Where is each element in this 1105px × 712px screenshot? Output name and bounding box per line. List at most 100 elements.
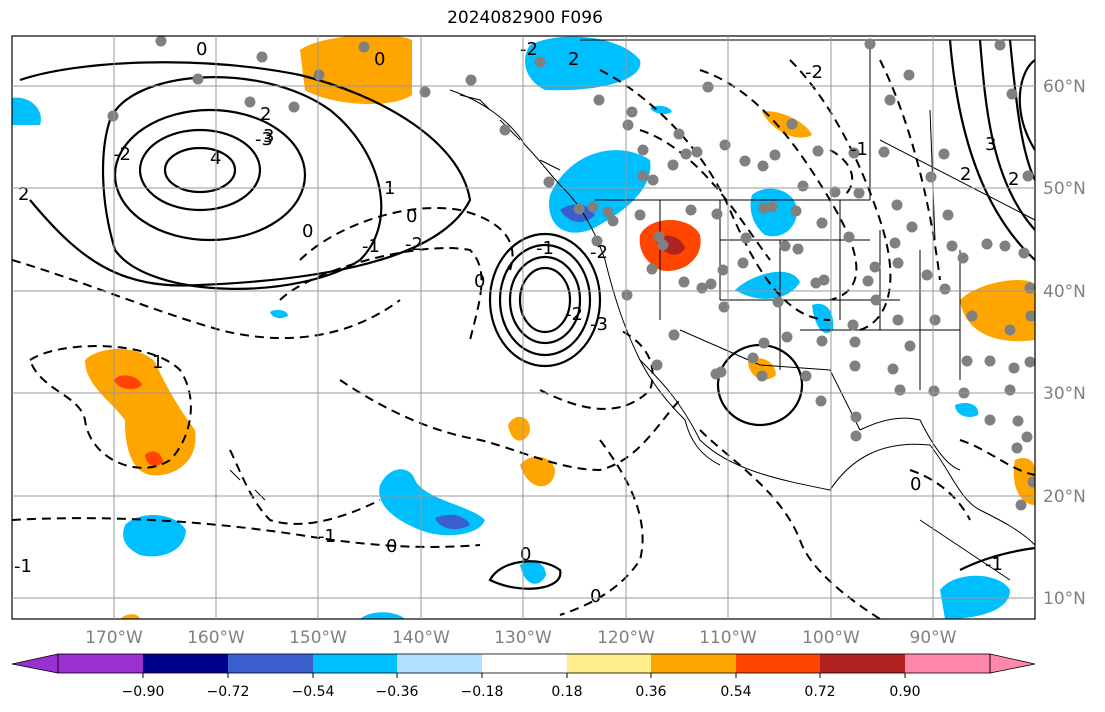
station-dot	[928, 385, 940, 397]
anomaly-patch	[12, 97, 41, 125]
anomaly-patch	[435, 514, 470, 530]
colorbar-bin	[313, 654, 397, 673]
colorbar: −0.90 −0.72 −0.54 −0.36 −0.18 0.18 0.36 …	[11, 653, 1036, 700]
lat-label: 60°N	[1043, 77, 1086, 97]
station-dot	[717, 264, 729, 276]
station-dot	[757, 160, 769, 172]
contour-line	[559, 439, 644, 616]
colorbar-bin	[905, 654, 990, 673]
lon-label: 90°W	[910, 628, 957, 648]
contour-label: 0	[302, 221, 313, 242]
contour-line	[101, 76, 383, 290]
station-dot	[1025, 310, 1035, 322]
station-dot	[790, 205, 802, 217]
lon-label: 110°W	[699, 628, 757, 648]
station-dot	[815, 395, 827, 407]
contour-line	[959, 546, 1035, 571]
station-dot	[994, 39, 1006, 51]
lon-label: 160°W	[187, 628, 245, 648]
station-dot	[591, 235, 603, 247]
station-dot	[816, 217, 828, 229]
contour-line	[138, 128, 262, 212]
station-dot	[702, 81, 714, 93]
contour-label: 0	[406, 206, 417, 227]
lon-label: 140°W	[392, 628, 450, 648]
station-dot	[999, 240, 1011, 252]
colorbar-label: 0.18	[551, 684, 582, 700]
station-dot	[847, 319, 859, 331]
station-dot	[1006, 88, 1018, 100]
lat-label: 10°N	[1043, 589, 1086, 609]
contour-label: 0	[474, 271, 485, 292]
colorbar-bin	[228, 654, 313, 673]
station-dot	[984, 414, 996, 426]
contour-line	[299, 207, 514, 271]
gridlines	[12, 36, 1035, 619]
station-dot	[1024, 282, 1035, 294]
station-dot	[573, 203, 585, 215]
contour-line	[829, 149, 854, 196]
anomaly-patch	[85, 348, 196, 476]
colorbar-extend-max	[989, 653, 1036, 674]
station-dot	[848, 147, 860, 159]
station-dot	[1012, 415, 1024, 427]
station-dot	[647, 174, 659, 186]
station-dot	[966, 310, 978, 322]
contour-line	[959, 439, 1035, 476]
station-dot	[685, 204, 697, 216]
station-dot	[766, 201, 778, 213]
station-dot	[646, 263, 658, 275]
contour-line	[488, 232, 602, 368]
station-dot	[904, 340, 916, 352]
station-dot	[691, 146, 703, 158]
station-dot	[889, 237, 901, 249]
colorbar-label: −0.18	[461, 684, 504, 700]
station-dot	[942, 209, 954, 221]
contour-label: 2	[1008, 169, 1019, 190]
colorbar-bin	[143, 654, 228, 673]
contour-label: 0	[386, 536, 397, 557]
station-dot	[957, 252, 969, 264]
station-dot	[878, 146, 890, 158]
lat-label: 20°N	[1043, 487, 1086, 507]
station-dot	[1008, 362, 1020, 374]
coastline	[859, 417, 961, 471]
contour-label: -2	[113, 144, 131, 165]
station-dot	[593, 94, 605, 106]
colorbar-bin	[736, 654, 820, 673]
lon-label: 120°W	[597, 628, 655, 648]
anomaly-patch	[114, 375, 142, 390]
station-dot	[256, 51, 268, 63]
colorbar-outline	[57, 653, 991, 674]
station-dot	[534, 56, 546, 68]
station-dot	[192, 73, 204, 85]
station-dot	[843, 231, 855, 243]
contour-line	[599, 69, 831, 321]
longitude-labels: 170°W 160°W 150°W 140°W 130°W 120°W 110°…	[85, 628, 957, 648]
colorbar-label: 0.36	[635, 684, 666, 700]
anomaly-patch	[955, 403, 979, 417]
contour-line	[508, 255, 582, 345]
station-dot	[653, 231, 665, 243]
contour-label: -2	[565, 304, 583, 325]
contour-line	[28, 345, 192, 469]
station-dot	[711, 208, 723, 220]
contour-label: 2	[568, 49, 579, 70]
station-dot	[938, 148, 950, 160]
contour-label: -3	[255, 129, 273, 150]
station-dot	[1022, 170, 1034, 182]
anomaly-patch	[508, 416, 530, 441]
coastline	[919, 519, 1011, 581]
station-dot	[961, 355, 973, 367]
lon-label: 130°W	[494, 628, 552, 648]
station-dot	[892, 257, 904, 269]
station-dot	[850, 430, 862, 442]
station-dot	[419, 86, 431, 98]
lon-label: 100°W	[802, 628, 860, 648]
station-dot	[1015, 499, 1027, 511]
station-dot	[719, 139, 731, 151]
lat-label: 40°N	[1043, 282, 1086, 302]
anomaly-patch	[525, 36, 641, 91]
contour-label: -2	[590, 242, 608, 263]
contour-label: 1	[152, 352, 163, 373]
